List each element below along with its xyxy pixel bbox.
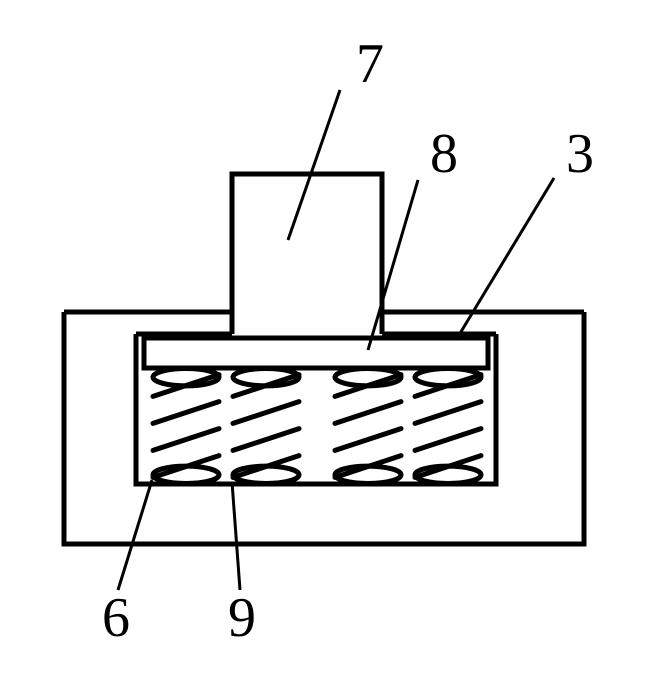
label-7: 7	[356, 33, 384, 95]
label-3: 3	[566, 123, 594, 185]
label-9: 9	[228, 587, 256, 649]
mechanical-diagram: 78 3 6 9	[0, 0, 652, 679]
label-8: 8	[430, 123, 458, 185]
label-6: 6	[102, 587, 130, 649]
